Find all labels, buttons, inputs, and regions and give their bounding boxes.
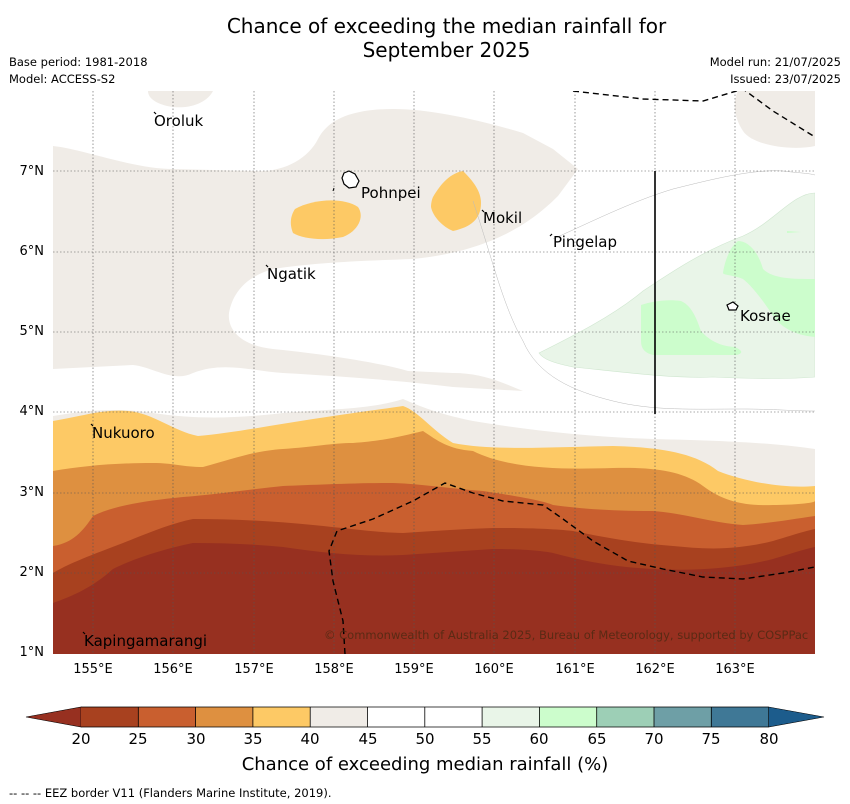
cbar-label-20: 20 xyxy=(71,730,91,748)
colorbar-bin-45 xyxy=(367,707,425,727)
meta-left: Base period: 1981-2018 Model: ACCESS-S2 xyxy=(9,54,148,88)
band-35-patch-west xyxy=(290,200,361,240)
model-name: Model: ACCESS-S2 xyxy=(9,72,116,86)
band-60-right xyxy=(723,241,815,337)
band-40-top-right xyxy=(734,91,815,148)
contour-line-1 xyxy=(472,200,815,412)
label-mokil: Mokil xyxy=(483,209,523,227)
lat-tick-2: 2°N xyxy=(19,565,45,580)
kosrae-island xyxy=(726,301,739,311)
cbar-label-55: 55 xyxy=(472,730,492,748)
colorbar-bin-30 xyxy=(195,707,253,727)
colorbar-bin-20 xyxy=(81,707,139,727)
colorbar-bin-25 xyxy=(138,707,196,727)
lat-tick-7: 7°N xyxy=(19,164,45,179)
colorbar-bin-35 xyxy=(252,707,311,727)
nukuoro-marker xyxy=(90,423,94,427)
oroluk-marker xyxy=(153,111,157,115)
band-15 xyxy=(53,543,815,654)
lat-tick-3: 3°N xyxy=(19,485,45,500)
cbar-label-60: 60 xyxy=(529,730,549,748)
label-pingelap: Pingelap xyxy=(553,233,618,251)
cbar-label-40: 40 xyxy=(300,730,320,748)
cbar-label-65: 65 xyxy=(587,730,607,748)
eez-footnote: -- -- -- EEZ border V11 (Flanders Marine… xyxy=(9,786,332,800)
label-oroluk: Oroluk xyxy=(154,112,204,130)
cbar-label-50: 50 xyxy=(415,730,435,748)
eez-border-south xyxy=(328,482,815,654)
band-35-patch-east xyxy=(431,171,481,231)
rainfall-map xyxy=(53,91,815,654)
label-nukuoro: Nukuoro xyxy=(92,424,155,442)
lon-tick-161: 161°E xyxy=(555,662,595,677)
band-60-speck xyxy=(787,231,801,233)
cbar-label-45: 45 xyxy=(358,730,378,748)
cbar-label-35: 35 xyxy=(243,730,263,748)
meta-right: Model run: 21/07/2025 Issued: 23/07/2025 xyxy=(710,54,841,88)
lon-tick-160: 160°E xyxy=(474,662,514,677)
lon-tick-162: 162°E xyxy=(635,662,675,677)
colorbar-bin-70 xyxy=(654,707,712,727)
colorbar-bin-75 xyxy=(711,707,769,727)
title-line-2: September 2025 xyxy=(362,38,531,62)
model-run: Model run: 21/07/2025 xyxy=(709,55,841,69)
lon-tick-157: 157°E xyxy=(234,662,274,677)
pingelap-marker xyxy=(549,233,553,237)
cbar-label-80: 80 xyxy=(759,730,779,748)
colorbar xyxy=(25,706,825,728)
colorbar-title: Chance of exceeding median rainfall (%) xyxy=(241,754,609,775)
map-title: Chance of exceeding the median rainfall … xyxy=(0,14,850,62)
mokil-marker xyxy=(481,209,485,213)
lat-tick-6: 6°N xyxy=(19,244,45,259)
colorbar-dividers xyxy=(81,706,769,728)
kapingamarangi-marker xyxy=(82,631,86,635)
base-period: Base period: 1981-2018 xyxy=(9,55,148,69)
lat-tick-1: 1°N xyxy=(19,645,45,660)
lon-tick-158: 158°E xyxy=(314,662,354,677)
label-kapingamarangi: Kapingamarangi xyxy=(84,632,208,650)
band-40-top-left xyxy=(148,91,213,108)
colorbar-bin-65 xyxy=(596,707,654,727)
lon-tick-163: 163°E xyxy=(715,662,755,677)
cbar-label-25: 25 xyxy=(128,730,148,748)
cbar-label-30: 30 xyxy=(186,730,206,748)
lat-tick-4: 4°N xyxy=(19,404,45,419)
colorbar-bin-40 xyxy=(310,707,368,727)
band-60-left xyxy=(641,300,742,355)
issued-date: Issued: 23/07/2025 xyxy=(730,72,841,86)
lon-tick-155: 155°E xyxy=(73,662,113,677)
cbar-label-75: 75 xyxy=(701,730,721,748)
lon-tick-159: 159°E xyxy=(394,662,434,677)
eez-border-north xyxy=(572,91,815,138)
label-ngatik: Ngatik xyxy=(267,265,316,283)
colorbar-bin-60 xyxy=(539,707,597,727)
colorbar-bin-55 xyxy=(482,707,540,727)
copyright-notice: © Commonwealth of Australia 2025, Bureau… xyxy=(324,628,809,642)
colorbar-over-triangle xyxy=(768,706,825,728)
pohnpei-islet xyxy=(332,187,335,192)
colorbar-bin-50 xyxy=(424,707,483,727)
lat-tick-5: 5°N xyxy=(19,324,45,339)
pohnpei-island xyxy=(341,170,360,189)
ngatik-marker xyxy=(265,264,269,268)
cbar-label-70: 70 xyxy=(644,730,664,748)
title-line-1: Chance of exceeding the median rainfall … xyxy=(226,14,667,38)
label-pohnpei: Pohnpei xyxy=(361,184,421,202)
contour-line-2 xyxy=(552,170,815,240)
lon-tick-156: 156°E xyxy=(153,662,193,677)
colorbar-under-triangle xyxy=(25,706,82,728)
label-kosrae: Kosrae xyxy=(740,307,791,325)
